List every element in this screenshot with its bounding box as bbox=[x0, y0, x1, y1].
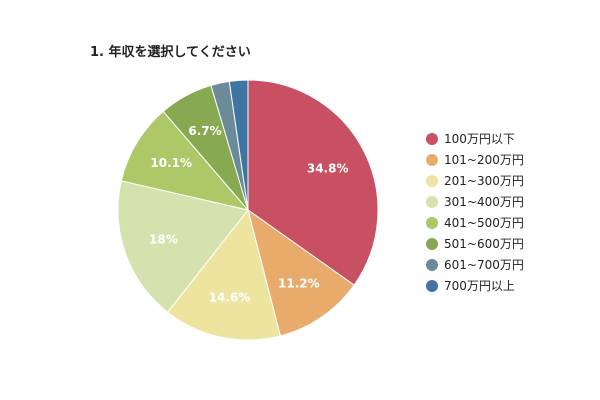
legend-item: 301~400万円 bbox=[426, 191, 524, 212]
pie-slice bbox=[166, 208, 281, 341]
legend: 100万円以下 101~200万円 201~300万円 301~400万円 401~50… bbox=[426, 128, 524, 296]
legend-item: 101~200万円 bbox=[426, 149, 524, 170]
legend-item: 501~600万円 bbox=[426, 233, 524, 254]
pie-data-label: 18% bbox=[149, 232, 178, 246]
legend-swatch bbox=[426, 132, 438, 145]
pie-slices bbox=[117, 79, 379, 341]
legend-label: 601~700万円 bbox=[444, 258, 524, 272]
legend-item: 700万円以上 bbox=[426, 275, 524, 296]
legend-swatch bbox=[426, 279, 438, 292]
legend-swatch bbox=[426, 237, 438, 250]
pie-data-labels: 34.8% 11.2% 14.6% 18% 10.1% 6.7% bbox=[149, 124, 348, 305]
pie-slice bbox=[228, 79, 249, 211]
legend-label: 501~600万円 bbox=[444, 237, 524, 251]
pie-data-label: 11.2% bbox=[278, 276, 320, 290]
pie-slice bbox=[120, 110, 250, 211]
legend-swatch bbox=[426, 195, 438, 208]
pie-data-label: 14.6% bbox=[209, 290, 251, 304]
legend-swatch bbox=[426, 258, 438, 271]
legend-swatch bbox=[426, 153, 438, 166]
legend-label: 201~300万円 bbox=[444, 174, 524, 188]
legend-item: 201~300万円 bbox=[426, 170, 524, 191]
legend-item: 401~500万円 bbox=[426, 212, 524, 233]
pie-data-label: 34.8% bbox=[307, 161, 349, 175]
legend-item: 100万円以下 bbox=[426, 128, 524, 149]
legend-label: 301~400万円 bbox=[444, 195, 524, 209]
legend-label: 100万円以下 bbox=[444, 132, 515, 146]
legend-label: 700万円以上 bbox=[444, 279, 515, 293]
legend-label: 401~500万円 bbox=[444, 216, 524, 230]
pie-slice bbox=[247, 79, 379, 286]
pie-data-label: 6.7% bbox=[188, 124, 221, 138]
chart-title: 1. 年収を選択してください bbox=[90, 45, 251, 60]
pie-slice bbox=[117, 180, 249, 313]
legend-swatch bbox=[426, 216, 438, 229]
legend-item: 601~700万円 bbox=[426, 254, 524, 275]
legend-swatch bbox=[426, 174, 438, 187]
legend-label: 101~200万円 bbox=[444, 153, 524, 167]
pie-slice bbox=[247, 208, 355, 337]
pie-data-label: 10.1% bbox=[150, 156, 192, 170]
